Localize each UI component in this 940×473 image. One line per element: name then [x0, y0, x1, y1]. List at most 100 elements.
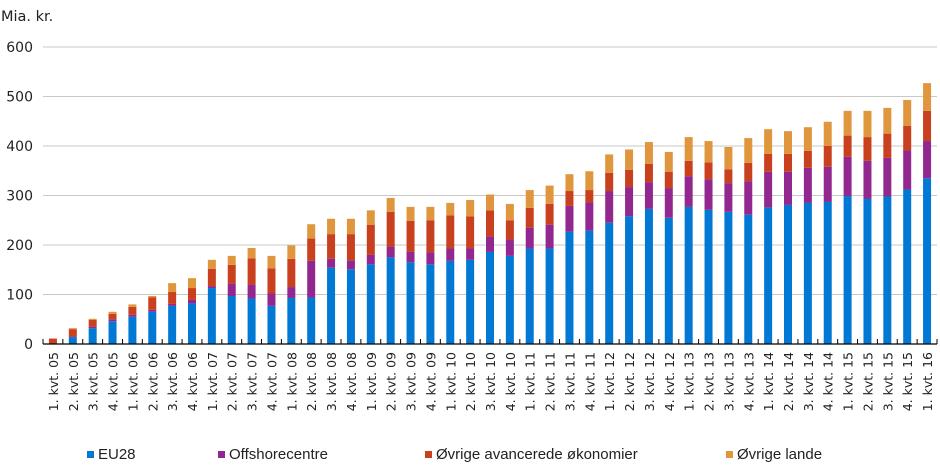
bar-segment--vrige-lande	[545, 185, 554, 204]
bar-segment-offshorecentre	[486, 236, 494, 252]
bar-segment--vrige-avancerede-konomier	[207, 268, 216, 287]
x-tick-label: 2. kvt. 06	[145, 352, 160, 411]
bar-segment-eu28	[108, 321, 117, 344]
x-tick-label: 4. kvt. 10	[503, 352, 518, 411]
bar-segment-eu28	[704, 209, 713, 344]
bar-segment-eu28	[664, 217, 673, 344]
bar-segment-offshorecentre	[903, 150, 912, 190]
bar-segment-eu28	[386, 257, 395, 344]
bar-segment--vrige-lande	[168, 283, 177, 293]
bar-segment-eu28	[267, 305, 276, 344]
x-tick-label: 1. kvt. 12	[602, 352, 617, 411]
y-tick-label: 500	[6, 90, 33, 106]
bar-segment--vrige-lande	[366, 210, 375, 225]
bar-segment--vrige-lande	[664, 151, 673, 172]
bar-segment-eu28	[446, 260, 455, 344]
bar-segment--vrige-lande	[823, 121, 832, 146]
bar-segment-offshorecentre	[823, 166, 832, 202]
legend-swatch-offshorecentre	[218, 451, 225, 458]
x-tick-label: 3. kvt. 08	[324, 352, 339, 411]
bar-segment--vrige-lande	[446, 202, 455, 216]
bar-segment-offshorecentre	[684, 176, 693, 207]
bar-segment--vrige-avancerede-konomier	[446, 215, 455, 249]
bar-segment--vrige-lande	[287, 245, 296, 259]
bar-segment--vrige-lande	[406, 206, 415, 221]
bar-segment--vrige-lande	[227, 255, 236, 265]
bar-segment-eu28	[486, 251, 494, 344]
bar-segment-eu28	[426, 264, 435, 344]
bar-segment-offshorecentre	[128, 314, 137, 317]
bar-segment-offshorecentre	[68, 336, 77, 338]
x-tick-label: 4. kvt. 06	[185, 352, 200, 411]
bar-segment--vrige-avancerede-konomier	[386, 211, 395, 247]
x-axis-tick-labels: 1. kvt. 05 2. kvt. 05 3. kvt. 05 4. kvt. 05…	[46, 352, 935, 411]
bar-segment-eu28	[466, 259, 475, 344]
bar-segment--vrige-avancerede-konomier	[585, 190, 594, 203]
x-tick-label: 1. kvt. 14	[761, 352, 776, 411]
x-tick-label: 4. kvt. 13	[741, 352, 756, 411]
bar-segment-eu28	[327, 267, 336, 344]
bar-segment--vrige-avancerede-konomier	[903, 125, 912, 151]
bar-segment--vrige-avancerede-konomier	[883, 133, 892, 158]
x-tick-label: 1. kvt. 11	[523, 352, 538, 411]
bar-segment--vrige-lande	[863, 110, 872, 138]
x-tick-label: 2. kvt. 07	[225, 352, 240, 411]
bar-segment-offshorecentre	[803, 167, 812, 203]
bar-segment--vrige-avancerede-konomier	[764, 153, 773, 172]
bar-segment-eu28	[585, 230, 594, 344]
bar-segment--vrige-avancerede-konomier	[923, 110, 932, 142]
bar-segment-eu28	[406, 262, 415, 344]
bar-segment--vrige-lande	[466, 199, 475, 217]
bar-segment--vrige-lande	[923, 83, 932, 111]
x-tick-label: 3. kvt. 15	[880, 352, 895, 411]
bar-segment--vrige-lande	[327, 218, 336, 235]
bar-segment-eu28	[148, 311, 157, 344]
bar-segment--vrige-avancerede-konomier	[128, 306, 137, 315]
bar-segment-eu28	[784, 204, 792, 344]
bar-segment--vrige-lande	[486, 194, 494, 211]
x-tick-label: 3. kvt. 07	[245, 352, 260, 411]
bar-segment-offshorecentre	[466, 248, 475, 260]
stacked-bar-chart: 0 100 200 300 400 500 600 1. kvt. 05 2. kvt. 05…	[6, 40, 938, 411]
bar-segment--vrige-lande	[68, 328, 77, 330]
bar-segment-eu28	[565, 231, 574, 344]
bar-segment-offshorecentre	[188, 299, 196, 304]
x-tick-label: 3. kvt. 10	[483, 352, 498, 411]
bar-segment--vrige-avancerede-konomier	[823, 146, 832, 167]
x-tick-label: 1. kvt. 15	[841, 352, 856, 411]
bar-segment-eu28	[923, 178, 932, 344]
bar-segment-eu28	[863, 198, 872, 344]
bar-segment-eu28	[207, 288, 216, 344]
bar-segment-offshorecentre	[148, 309, 157, 312]
bar-segment-offshorecentre	[585, 202, 594, 231]
bar-segment--vrige-avancerede-konomier	[68, 329, 77, 337]
bar-segment--vrige-lande	[346, 218, 355, 235]
x-tick-label: 3. kvt. 13	[721, 352, 736, 411]
legend-swatch-ovrige-avancerede	[425, 451, 432, 458]
bar-segment--vrige-avancerede-konomier	[247, 258, 256, 285]
x-tick-label: 4. kvt. 08	[344, 352, 359, 411]
bar-segment--vrige-avancerede-konomier	[843, 135, 852, 157]
y-axis-tick-labels: 0 100 200 300 400 500 600	[6, 40, 33, 353]
bar-segment-eu28	[128, 316, 137, 344]
bar-segment--vrige-lande	[207, 259, 216, 269]
bar-segment--vrige-avancerede-konomier	[227, 264, 236, 284]
bar-segment--vrige-lande	[505, 203, 514, 221]
bar-segment--vrige-avancerede-konomier	[346, 234, 355, 261]
bar-segment--vrige-lande	[625, 149, 634, 170]
x-tick-label: 1. kvt. 16	[920, 352, 935, 411]
bar-segment--vrige-avancerede-konomier	[188, 288, 196, 300]
x-tick-label: 1. kvt. 10	[443, 352, 458, 411]
bar-segment-offshorecentre	[307, 260, 316, 298]
bar-segment-eu28	[823, 201, 832, 344]
bar-segment-offshorecentre	[287, 287, 296, 298]
bar-segment--vrige-lande	[644, 142, 653, 164]
bar-segment-offshorecentre	[744, 181, 753, 215]
bar-segment-eu28	[188, 303, 196, 344]
bar-segment--vrige-avancerede-konomier	[486, 210, 494, 237]
bar-segment--vrige-avancerede-konomier	[784, 153, 792, 172]
x-tick-label: 3. kvt. 11	[562, 352, 577, 411]
bar-segment--vrige-lande	[426, 206, 435, 221]
bar-segment--vrige-avancerede-konomier	[704, 162, 713, 180]
bar-segment--vrige-lande	[684, 137, 693, 161]
